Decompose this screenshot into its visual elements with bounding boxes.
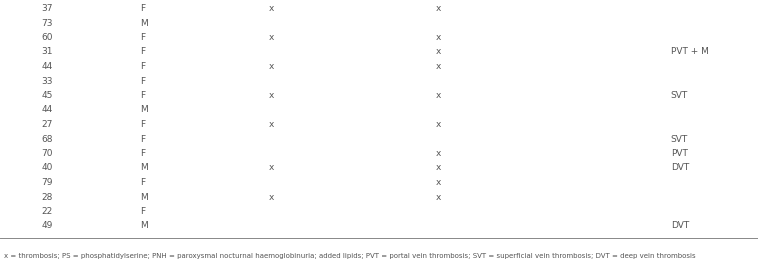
Text: x: x	[436, 33, 441, 42]
Text: 44: 44	[42, 105, 53, 115]
Text: x: x	[436, 48, 441, 56]
Text: 70: 70	[42, 149, 53, 158]
Text: 28: 28	[42, 193, 53, 201]
Text: x: x	[436, 62, 441, 71]
Text: 40: 40	[42, 163, 53, 173]
Text: F: F	[140, 48, 146, 56]
Text: 27: 27	[42, 120, 53, 129]
Text: x: x	[269, 33, 274, 42]
Text: 37: 37	[42, 4, 53, 13]
Text: SVT: SVT	[671, 91, 688, 100]
Text: 49: 49	[42, 222, 53, 230]
Text: M: M	[140, 193, 148, 201]
Text: F: F	[140, 178, 146, 187]
Text: F: F	[140, 4, 146, 13]
Text: M: M	[140, 19, 148, 27]
Text: F: F	[140, 33, 146, 42]
Text: x: x	[269, 62, 274, 71]
Text: x: x	[436, 149, 441, 158]
Text: x: x	[436, 163, 441, 173]
Text: x: x	[269, 4, 274, 13]
Text: x: x	[436, 120, 441, 129]
Text: 45: 45	[42, 91, 53, 100]
Text: 68: 68	[42, 134, 53, 144]
Text: x: x	[269, 120, 274, 129]
Text: M: M	[140, 105, 148, 115]
Text: 44: 44	[42, 62, 53, 71]
Text: DVT: DVT	[671, 163, 689, 173]
Text: M: M	[140, 163, 148, 173]
Text: F: F	[140, 149, 146, 158]
Text: F: F	[140, 76, 146, 86]
Text: x: x	[436, 193, 441, 201]
Text: x: x	[436, 4, 441, 13]
Text: x: x	[436, 178, 441, 187]
Text: PVT: PVT	[671, 149, 688, 158]
Text: F: F	[140, 120, 146, 129]
Text: 79: 79	[42, 178, 53, 187]
Text: SVT: SVT	[671, 134, 688, 144]
Text: 22: 22	[42, 207, 53, 216]
Text: PVT + M: PVT + M	[671, 48, 709, 56]
Text: F: F	[140, 91, 146, 100]
Text: F: F	[140, 134, 146, 144]
Text: x: x	[269, 91, 274, 100]
Text: x: x	[269, 193, 274, 201]
Text: x: x	[436, 91, 441, 100]
Text: 73: 73	[42, 19, 53, 27]
Text: 33: 33	[42, 76, 53, 86]
Text: F: F	[140, 62, 146, 71]
Text: 60: 60	[42, 33, 53, 42]
Text: 31: 31	[42, 48, 53, 56]
Text: F: F	[140, 207, 146, 216]
Text: DVT: DVT	[671, 222, 689, 230]
Text: x: x	[269, 163, 274, 173]
Text: M: M	[140, 222, 148, 230]
Text: x = thrombosis; PS = phosphatidylserine; PNH = paroxysmal nocturnal haemoglobinu: x = thrombosis; PS = phosphatidylserine;…	[4, 253, 695, 259]
